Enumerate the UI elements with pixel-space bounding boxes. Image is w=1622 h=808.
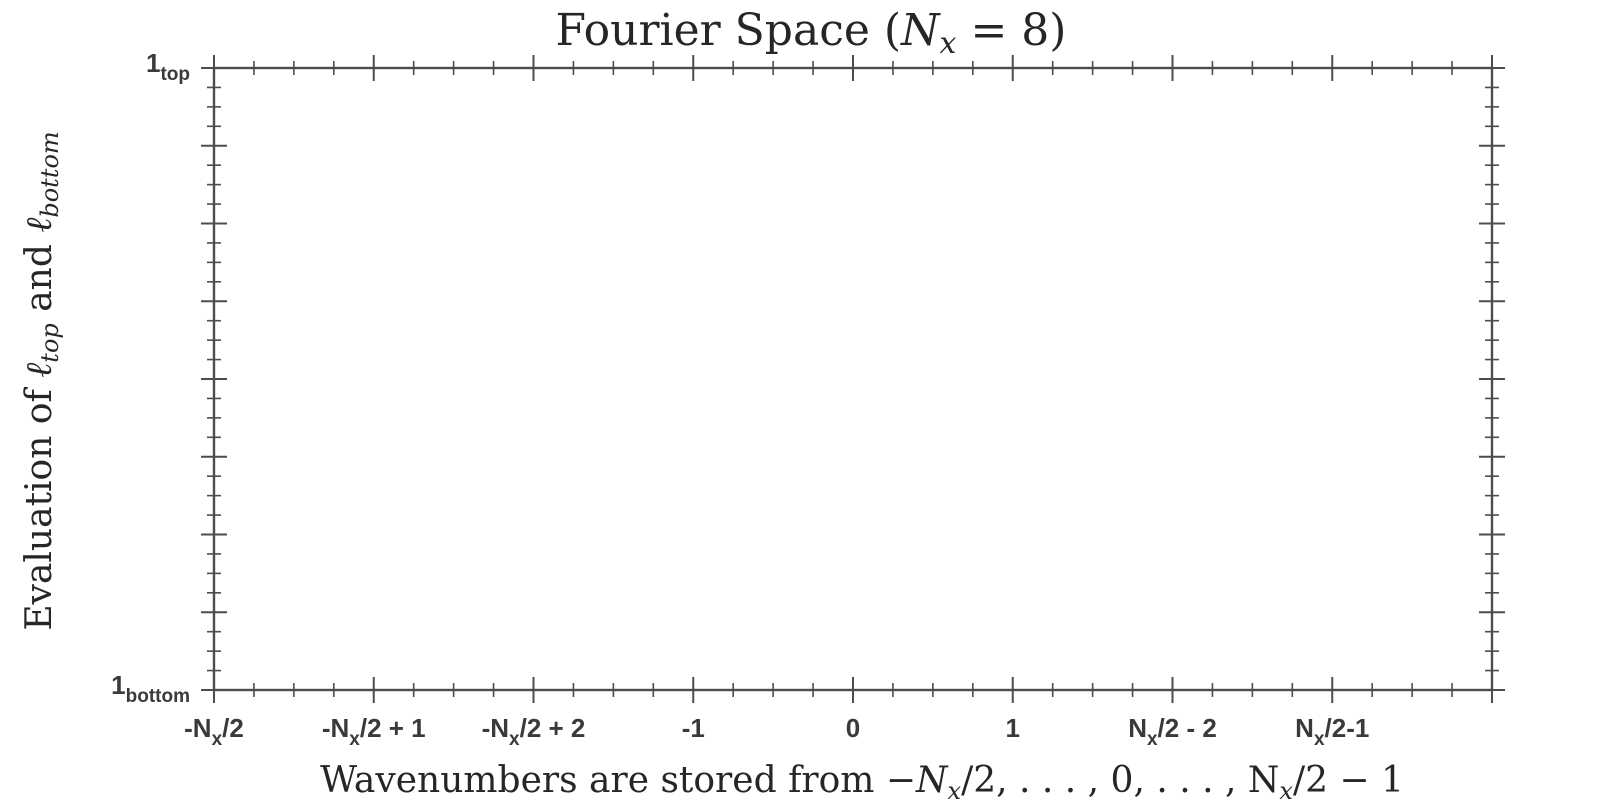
- x-tick-label-4: 0: [846, 713, 860, 743]
- y-tick-labels: 1top 1bottom: [111, 48, 190, 707]
- y-ticks: [201, 67, 1505, 691]
- x-axis-label-math-sub: x: [948, 777, 962, 803]
- x-tick-label-6: Nx/2 - 2: [1128, 713, 1217, 750]
- chart-title-symbol: N: [900, 5, 941, 56]
- y-axis-label-ell1-sub: top: [36, 323, 64, 362]
- x-tick-labels: -Nx/2 -Nx/2 + 1 -Nx/2 + 2 -1 0 1 Nx/2 - 2 Nx/2-…: [184, 713, 1369, 750]
- x-axis-label-math: −N: [886, 760, 949, 801]
- y-axis-label-ell2: ℓ: [19, 218, 60, 233]
- y-axis-label-prefix: Evaluation of: [19, 378, 60, 631]
- x-ticks: [213, 55, 1493, 703]
- chart-title-prefix: Fourier Space (: [556, 5, 902, 56]
- x-axis-label-suffix: /2 − 1: [1293, 760, 1404, 801]
- x-tick-label-2: -Nx/2 + 2: [482, 713, 586, 750]
- x-axis-label-middle: /2, . . . , 0, . . . , N: [961, 760, 1279, 801]
- x-axis-label-prefix: Wavenumbers are stored from: [320, 760, 886, 801]
- y-tick-label-0: 1top: [146, 48, 190, 85]
- x-axis-label-middle-sub: x: [1279, 777, 1293, 803]
- chart-title: Fourier Space (Nx = 8): [556, 5, 1067, 61]
- y-tick-label-1: 1bottom: [111, 670, 190, 707]
- chart-title-symbol-sub: x: [940, 26, 957, 61]
- y-axis-label-ell1: ℓ: [19, 363, 60, 378]
- x-tick-label-3: -1: [682, 713, 705, 743]
- x-tick-label-7: Nx/2-1: [1295, 713, 1369, 750]
- y-axis-label-ell2-sub: bottom: [36, 131, 64, 217]
- y-axis-label-middle: and: [19, 233, 60, 324]
- y-axis-label: Evaluation of ℓtop and ℓbottom: [19, 131, 64, 630]
- x-tick-label-1: -Nx/2 + 1: [322, 713, 426, 750]
- chart-title-suffix: = 8): [956, 5, 1066, 56]
- x-axis-label: Wavenumbers are stored from −Nx/2, . . .…: [320, 760, 1404, 803]
- x-tick-label-5: 1: [1006, 713, 1020, 743]
- x-tick-label-0: -Nx/2: [184, 713, 244, 750]
- plot-area-frame: [212, 66, 1494, 692]
